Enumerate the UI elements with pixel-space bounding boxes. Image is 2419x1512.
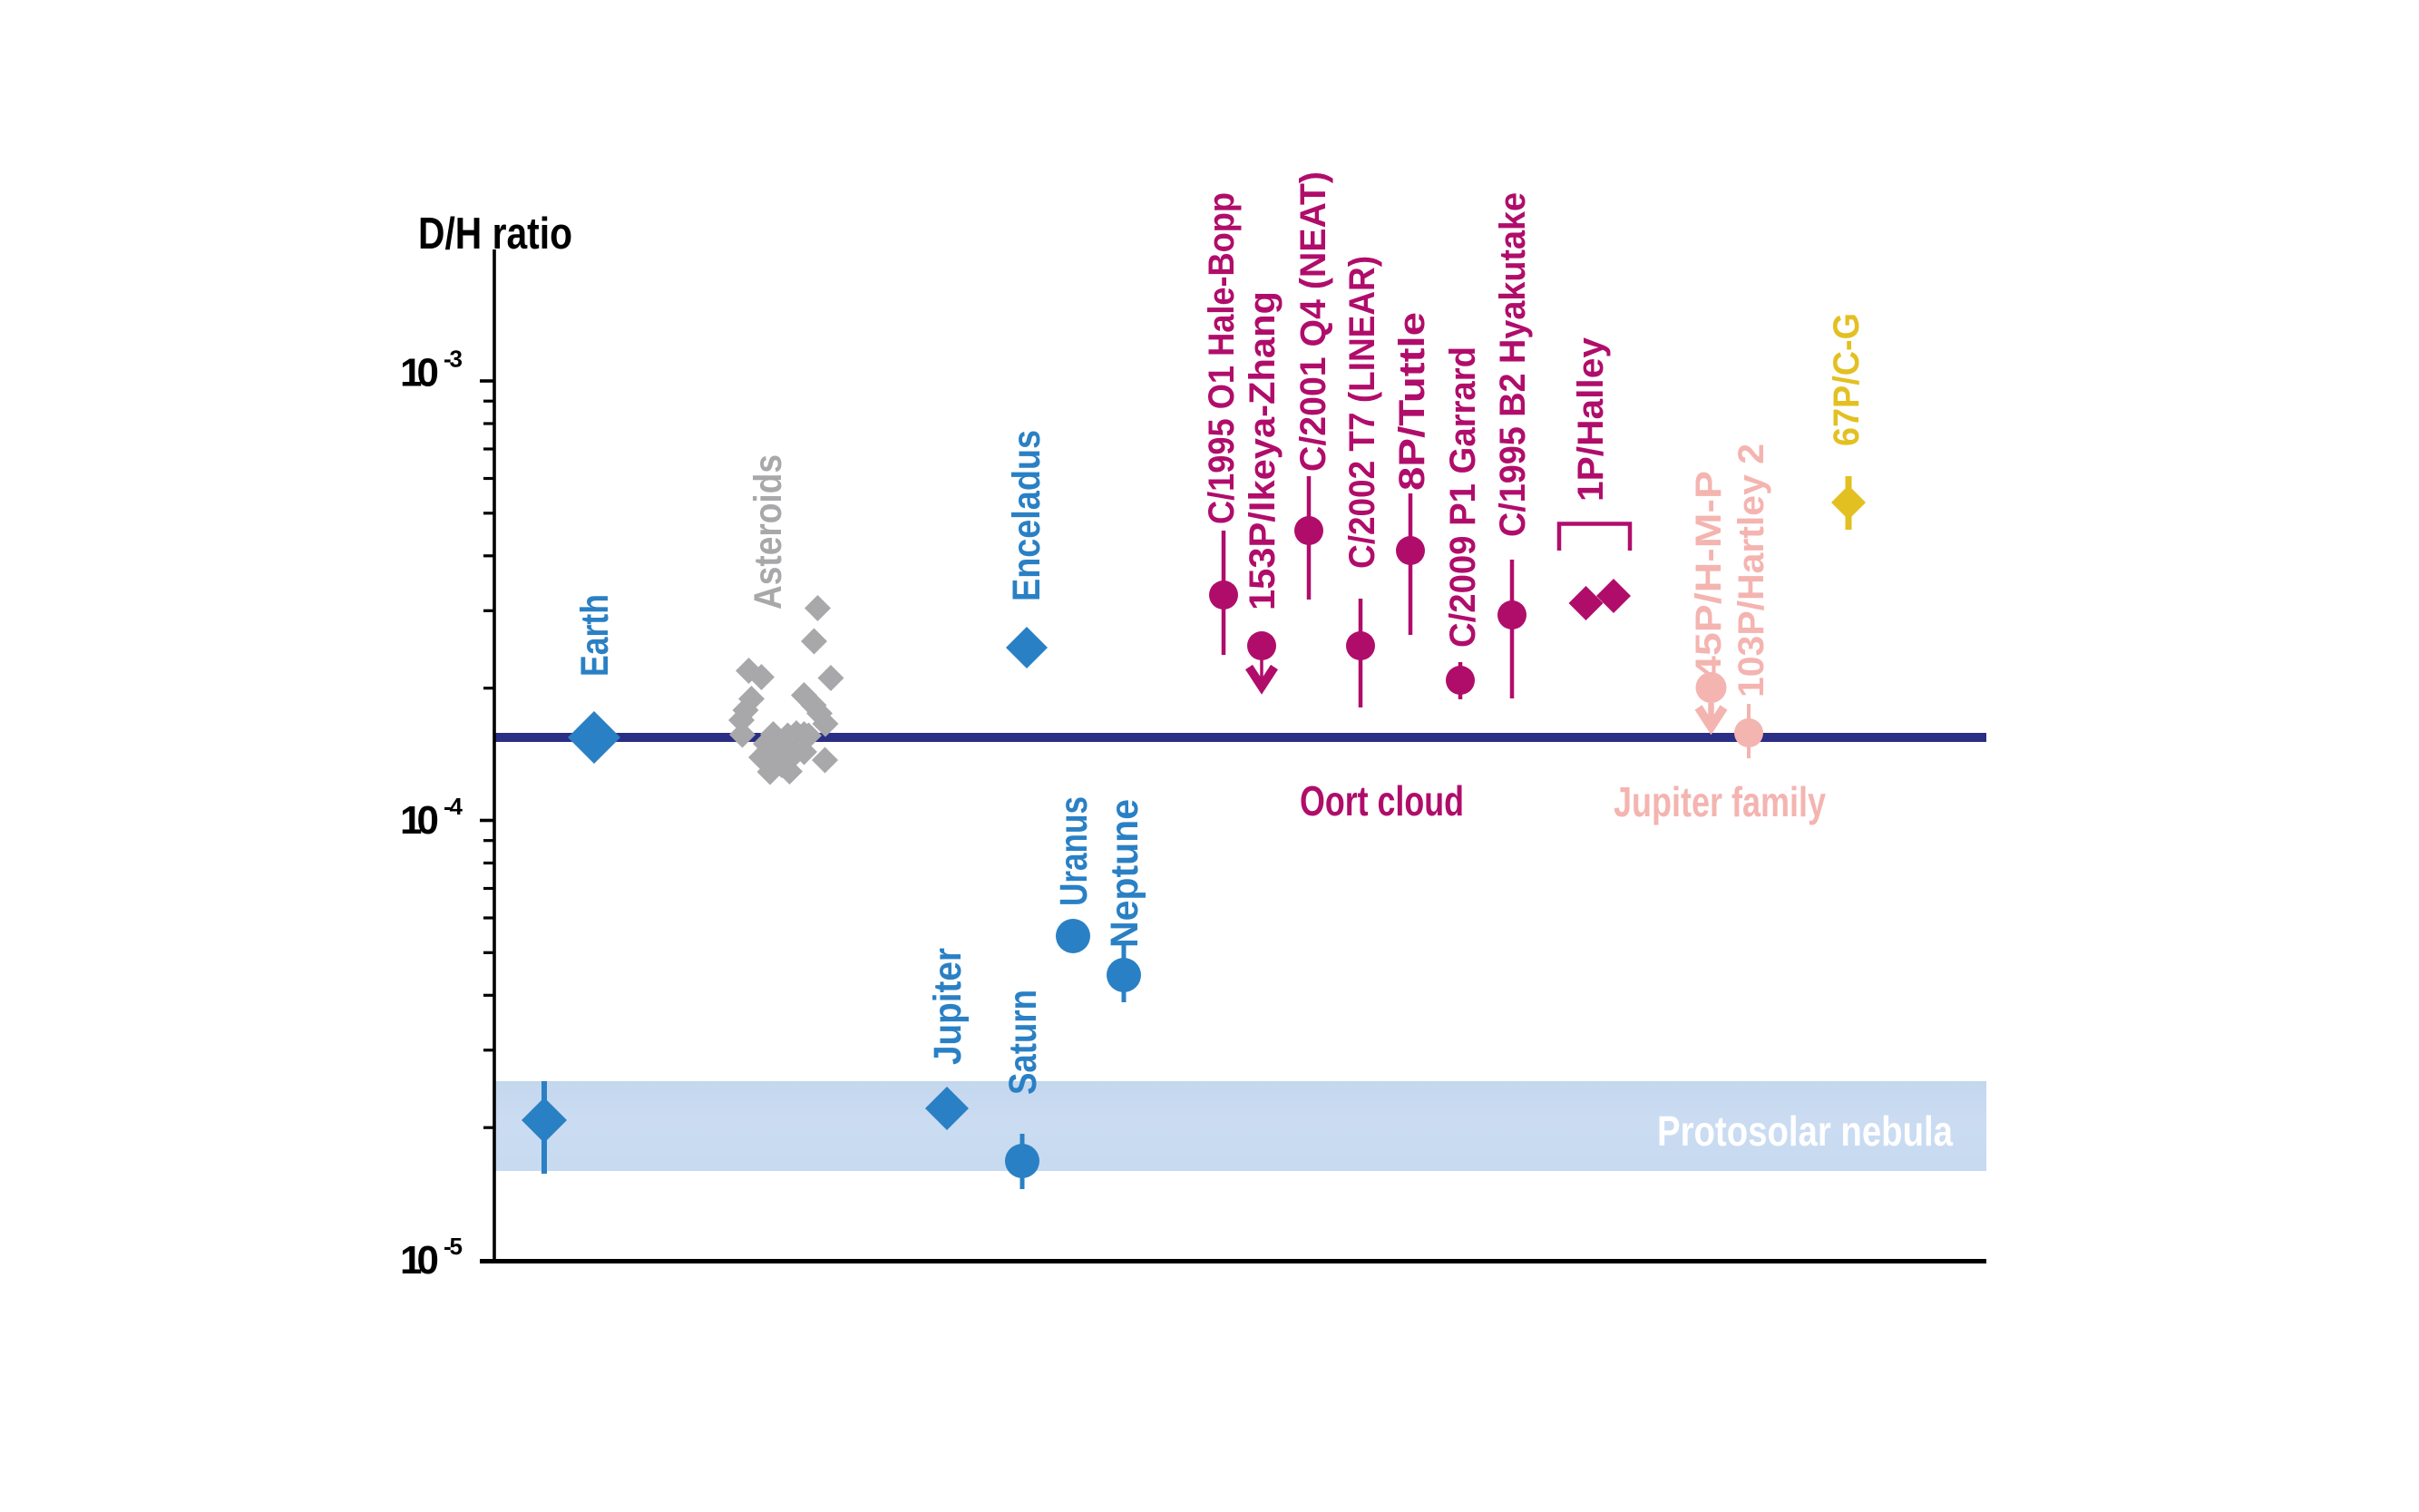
svg-text:8P/Tuttle: 8P/Tuttle: [1392, 312, 1432, 491]
svg-text:103P/Hartley 2: 103P/Hartley 2: [1731, 444, 1771, 697]
svg-text:10: 10: [400, 351, 439, 395]
svg-text:Enceladus: Enceladus: [1005, 430, 1049, 601]
svg-text:Earth: Earth: [573, 594, 617, 677]
svg-text:Asteroids: Asteroids: [746, 454, 790, 610]
svg-text:C/1995 B2 Hyakutake: C/1995 B2 Hyakutake: [1493, 192, 1533, 537]
svg-text:1P/Halley: 1P/Halley: [1571, 337, 1611, 502]
svg-text:Uranus: Uranus: [1052, 796, 1096, 906]
svg-text:10: 10: [400, 1238, 439, 1283]
svg-text:153P/Ikeya-Zhang: 153P/Ikeya-Zhang: [1243, 291, 1283, 610]
svg-text:Saturn: Saturn: [1001, 990, 1045, 1095]
svg-text:10: 10: [400, 798, 439, 843]
svg-text:-3: -3: [444, 346, 463, 373]
svg-text:C/1995 O1 Hale-Bopp: C/1995 O1 Hale-Bopp: [1202, 192, 1242, 524]
svg-text:C/2009 P1 Garrard: C/2009 P1 Garrard: [1443, 346, 1483, 648]
svg-text:Neptune: Neptune: [1103, 799, 1146, 948]
svg-text:-4: -4: [444, 793, 463, 820]
svg-text:-5: -5: [444, 1233, 463, 1260]
svg-text:Protosolar nebula: Protosolar nebula: [1657, 1107, 1953, 1155]
svg-text:67P/C-G: 67P/C-G: [1827, 313, 1867, 446]
svg-text:Oort cloud: Oort cloud: [1300, 777, 1464, 824]
svg-text:Jupiter family: Jupiter family: [1614, 778, 1826, 825]
svg-text:C/2001 Q4 (NEAT): C/2001 Q4 (NEAT): [1293, 171, 1333, 472]
svg-text:C/2002 T7 (LINEAR): C/2002 T7 (LINEAR): [1342, 256, 1382, 569]
svg-text:Jupiter: Jupiter: [926, 948, 970, 1065]
svg-text:45P/H-M-P: 45P/H-M-P: [1689, 471, 1729, 679]
svg-text:D/H ratio: D/H ratio: [418, 210, 572, 259]
